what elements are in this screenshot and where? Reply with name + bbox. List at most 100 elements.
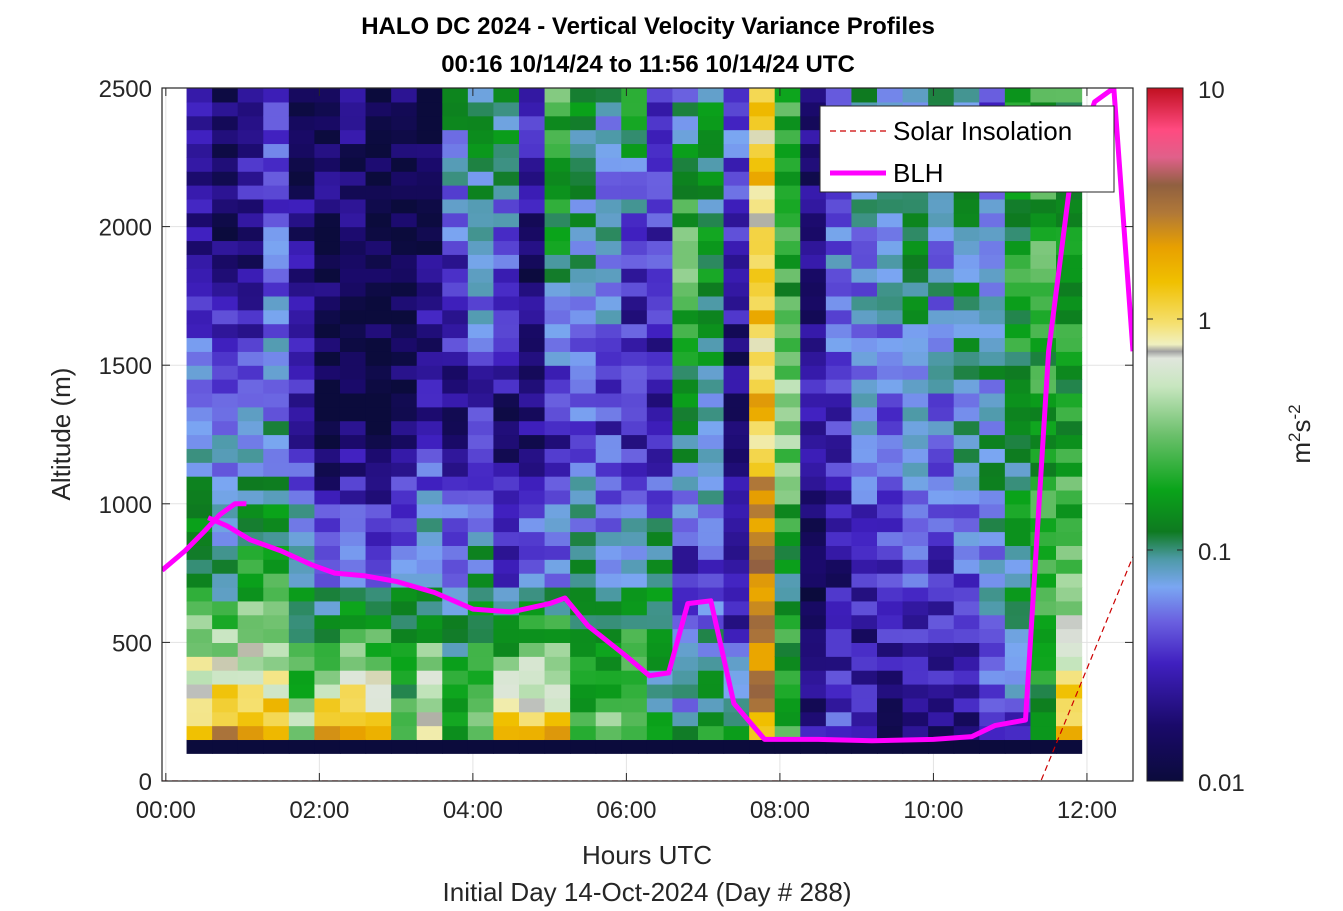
heatmap-cell	[186, 683, 213, 699]
heatmap-cell	[570, 268, 597, 283]
heatmap-cell	[672, 309, 699, 325]
heatmap-cell	[263, 309, 290, 325]
heatmap-cell	[518, 198, 546, 214]
heatmap-cell	[774, 642, 801, 657]
heatmap-cell	[877, 559, 904, 574]
heatmap-cell	[237, 670, 264, 685]
heatmap-cell	[467, 365, 495, 380]
heatmap-cell	[749, 545, 776, 560]
heatmap-cell	[263, 323, 290, 339]
heatmap-cell	[698, 157, 725, 172]
heatmap-cell	[1004, 517, 1032, 533]
heatmap-cell	[186, 254, 213, 269]
heatmap-cell	[1004, 656, 1032, 671]
heatmap-cell	[442, 337, 469, 352]
heatmap-cell	[723, 309, 750, 325]
heatmap-cell	[1030, 503, 1057, 519]
heatmap-cell	[544, 295, 571, 311]
heatmap-cell	[723, 586, 750, 602]
heatmap-cell	[467, 240, 495, 255]
heatmap-cell	[570, 226, 597, 242]
heatmap-cell	[263, 739, 290, 754]
heatmap-cell	[339, 462, 367, 477]
heatmap-cell	[1056, 725, 1083, 741]
heatmap-cell	[621, 295, 648, 311]
heatmap-cell	[1030, 254, 1057, 269]
heatmap-cell	[672, 323, 699, 339]
heatmap-cell	[263, 573, 290, 588]
heatmap-cell	[979, 489, 1006, 505]
heatmap-cell	[646, 337, 674, 352]
heatmap-cell	[442, 614, 469, 630]
heatmap-cell	[544, 212, 571, 228]
heatmap-cell	[825, 351, 853, 366]
heatmap-cell	[851, 614, 878, 630]
heatmap-cell	[723, 462, 750, 477]
heatmap-cell	[237, 379, 264, 394]
heatmap-cell	[646, 448, 674, 463]
heatmap-cell	[698, 295, 725, 311]
heatmap-cell	[263, 240, 290, 255]
heatmap-cell	[1004, 254, 1032, 269]
heatmap-cell	[774, 725, 801, 741]
heatmap-cell	[928, 240, 955, 255]
heatmap-cell	[851, 392, 878, 408]
heatmap-cell	[774, 462, 801, 477]
heatmap-cell	[442, 642, 469, 657]
heatmap-cell	[749, 406, 776, 422]
heatmap-cell	[365, 448, 392, 463]
heatmap-cell	[1030, 88, 1057, 103]
heatmap-cell	[314, 268, 341, 283]
heatmap-cell	[698, 586, 725, 602]
heatmap-cell	[595, 600, 622, 616]
heatmap-cell	[186, 115, 213, 131]
heatmap-cell	[902, 226, 929, 242]
heatmap-cell	[212, 448, 239, 463]
heatmap-cell	[902, 268, 929, 283]
heatmap-cell	[851, 476, 878, 491]
heatmap-cell	[672, 545, 699, 560]
heatmap-cell	[391, 406, 418, 422]
heatmap-cell	[442, 670, 469, 685]
heatmap-cell	[877, 517, 904, 533]
heatmap-cell	[570, 129, 597, 145]
heatmap-cell	[314, 198, 341, 214]
heatmap-cell	[672, 171, 699, 186]
heatmap-cell	[953, 254, 980, 269]
heatmap-cell	[212, 323, 239, 339]
heatmap-cell	[365, 503, 392, 519]
heatmap-cell	[339, 392, 367, 408]
heatmap-cell	[212, 198, 239, 214]
heatmap-cell	[212, 101, 239, 117]
heatmap-cell	[288, 240, 316, 255]
heatmap-cell	[902, 88, 929, 103]
heatmap-cell	[467, 392, 495, 408]
heatmap-cell	[365, 101, 392, 117]
heatmap-cell	[621, 323, 648, 339]
heatmap-cell	[518, 240, 546, 255]
heatmap-cell	[365, 586, 392, 602]
heatmap-cell	[314, 489, 341, 505]
heatmap-cell	[212, 406, 239, 422]
heatmap-cell	[186, 503, 213, 519]
heatmap-cell	[953, 614, 980, 630]
heatmap-cell	[723, 573, 750, 588]
heatmap-cell	[953, 392, 980, 408]
heatmap-cell	[595, 725, 622, 741]
heatmap-cell	[186, 586, 213, 602]
heatmap-cell	[518, 586, 546, 602]
heatmap-cell	[544, 683, 571, 699]
heatmap-cell	[237, 254, 264, 269]
heatmap-cell	[467, 517, 495, 533]
heatmap-cell	[723, 628, 750, 643]
heatmap-cell	[698, 268, 725, 283]
heatmap-cell	[518, 656, 546, 671]
heatmap-cell	[851, 309, 878, 325]
heatmap-cell	[800, 351, 827, 366]
heatmap-cell	[800, 198, 827, 214]
heatmap-cell	[851, 337, 878, 352]
heatmap-cell	[314, 379, 341, 394]
heatmap-cell	[442, 185, 469, 200]
heatmap-cell	[1030, 268, 1057, 283]
heatmap-cell	[314, 683, 341, 699]
